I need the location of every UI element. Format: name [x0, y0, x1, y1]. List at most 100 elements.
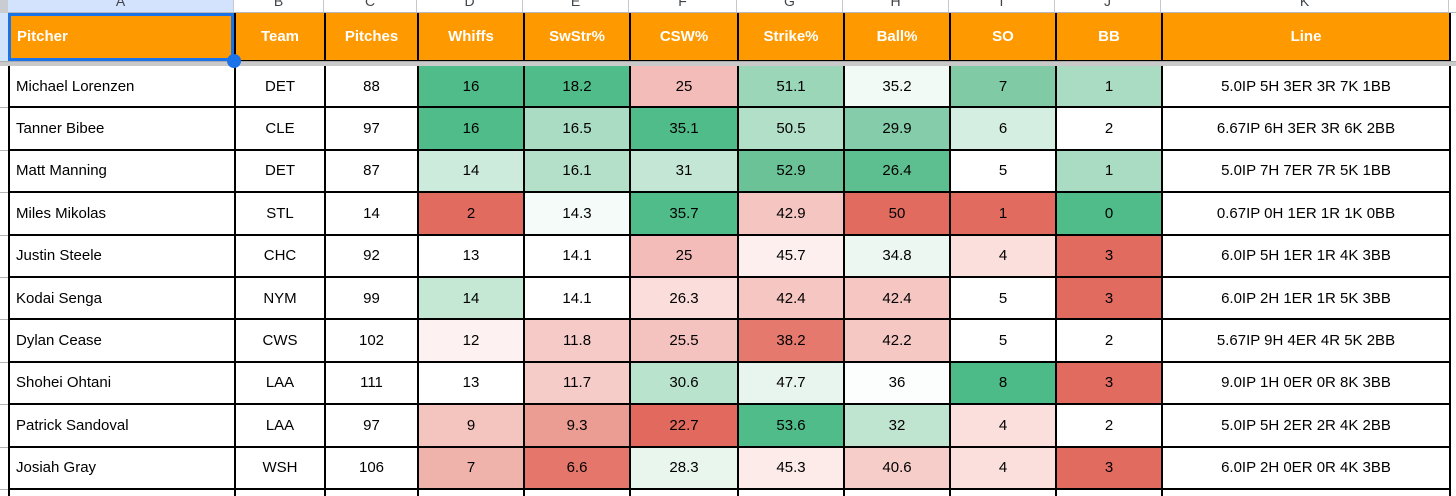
cell-team[interactable]: CWS: [236, 320, 326, 361]
cell-so[interactable]: 5: [951, 150, 1057, 192]
cell-pitcher[interactable]: Matt Manning: [10, 150, 236, 192]
cell-swstr[interactable]: 16.5: [525, 108, 631, 149]
column-header-d[interactable]: D: [417, 0, 523, 12]
cell-pitches[interactable]: 88: [326, 66, 419, 107]
cell-whiffs[interactable]: 7: [419, 447, 525, 488]
column-header-g[interactable]: G: [737, 0, 843, 12]
cell-so[interactable]: 5: [951, 277, 1057, 319]
column-header-k[interactable]: K: [1161, 0, 1449, 12]
cell-pitches[interactable]: 111: [326, 362, 419, 404]
partial-cell[interactable]: [419, 489, 525, 496]
cell-pitcher[interactable]: Kodai Senga: [10, 277, 236, 319]
cell-so[interactable]: 4: [951, 447, 1057, 488]
cell-so[interactable]: 1: [951, 193, 1057, 234]
cell-pitcher[interactable]: Tanner Bibee: [10, 108, 236, 149]
cell-swstr[interactable]: 9.3: [525, 405, 631, 446]
cell-so[interactable]: 4: [951, 235, 1057, 276]
cell-strike[interactable]: 38.2: [739, 320, 845, 361]
cell-team[interactable]: NYM: [236, 277, 326, 319]
cell-pitcher[interactable]: Miles Mikolas: [10, 193, 236, 234]
cell-bb[interactable]: 3: [1057, 235, 1163, 276]
partial-cell[interactable]: [1057, 489, 1163, 496]
cell-strike[interactable]: 45.7: [739, 235, 845, 276]
cell-ball[interactable]: 26.4: [845, 150, 951, 192]
cell-whiffs[interactable]: 16: [419, 66, 525, 107]
cell-line[interactable]: 5.0IP 5H 2ER 2R 4K 2BB: [1163, 405, 1451, 446]
row-header[interactable]: [0, 150, 8, 194]
cell-bb[interactable]: 3: [1057, 447, 1163, 488]
cell-bb[interactable]: 3: [1057, 277, 1163, 319]
cell-pitches[interactable]: 97: [326, 108, 419, 149]
cell-pitcher[interactable]: Patrick Sandoval: [10, 405, 236, 446]
header-cell-swstr[interactable]: SwStr%: [525, 13, 631, 60]
cell-ball[interactable]: 40.6: [845, 447, 951, 488]
cell-bb[interactable]: 2: [1057, 405, 1163, 446]
cell-strike[interactable]: 53.6: [739, 405, 845, 446]
row-header[interactable]: [0, 362, 8, 406]
cell-so[interactable]: 8: [951, 362, 1057, 404]
cell-swstr[interactable]: 18.2: [525, 66, 631, 107]
cell-team[interactable]: LAA: [236, 362, 326, 404]
cell-swstr[interactable]: 14.1: [525, 277, 631, 319]
cell-so[interactable]: 5: [951, 320, 1057, 361]
header-cell-csw[interactable]: CSW%: [631, 13, 739, 60]
sheet-corner[interactable]: [0, 0, 8, 13]
cell-pitches[interactable]: 102: [326, 320, 419, 361]
cell-swstr[interactable]: 14.3: [525, 193, 631, 234]
cell-team[interactable]: CHC: [236, 235, 326, 276]
cell-swstr[interactable]: 6.6: [525, 447, 631, 488]
cell-strike[interactable]: 47.7: [739, 362, 845, 404]
cell-line[interactable]: 6.0IP 5H 1ER 1R 4K 3BB: [1163, 235, 1451, 276]
cell-swstr[interactable]: 14.1: [525, 235, 631, 276]
cell-bb[interactable]: 2: [1057, 108, 1163, 149]
row-header[interactable]: [0, 320, 8, 363]
cell-whiffs[interactable]: 13: [419, 362, 525, 404]
row-header[interactable]: [0, 235, 8, 278]
column-letter-strip[interactable]: A B C D E F G H I J K: [8, 0, 1456, 13]
cell-csw[interactable]: 26.3: [631, 277, 739, 319]
header-cell-strike[interactable]: Strike%: [739, 13, 845, 60]
header-cell-ball[interactable]: Ball%: [845, 13, 951, 60]
header-cell-whiffs[interactable]: Whiffs: [419, 13, 525, 60]
column-header-e[interactable]: E: [523, 0, 629, 12]
cell-pitches[interactable]: 97: [326, 405, 419, 446]
row-header[interactable]: [0, 277, 8, 321]
column-header-c[interactable]: C: [324, 0, 417, 12]
cell-ball[interactable]: 42.4: [845, 277, 951, 319]
cell-team[interactable]: DET: [236, 66, 326, 107]
cell-strike[interactable]: 42.4: [739, 277, 845, 319]
cell-csw[interactable]: 35.7: [631, 193, 739, 234]
cell-pitches[interactable]: 99: [326, 277, 419, 319]
cell-pitcher[interactable]: Josiah Gray: [10, 447, 236, 488]
header-cell-bb[interactable]: BB: [1057, 13, 1163, 60]
row-header[interactable]: [0, 108, 8, 151]
partial-cell[interactable]: [10, 489, 236, 496]
cell-whiffs[interactable]: 14: [419, 150, 525, 192]
cell-whiffs[interactable]: 14: [419, 277, 525, 319]
cell-csw[interactable]: 25.5: [631, 320, 739, 361]
header-cell-pitcher[interactable]: Pitcher: [10, 13, 236, 60]
column-header-i[interactable]: I: [949, 0, 1055, 12]
cell-line[interactable]: 6.67IP 6H 3ER 3R 6K 2BB: [1163, 108, 1451, 149]
cell-bb[interactable]: 0: [1057, 193, 1163, 234]
cell-so[interactable]: 4: [951, 405, 1057, 446]
cell-csw[interactable]: 31: [631, 150, 739, 192]
cell-strike[interactable]: 42.9: [739, 193, 845, 234]
row-header[interactable]: [0, 447, 8, 490]
column-header-j[interactable]: J: [1055, 0, 1161, 12]
cell-strike[interactable]: 52.9: [739, 150, 845, 192]
cell-so[interactable]: 6: [951, 108, 1057, 149]
header-cell-team[interactable]: Team: [236, 13, 326, 60]
partial-cell[interactable]: [236, 489, 326, 496]
cell-csw[interactable]: 28.3: [631, 447, 739, 488]
cell-whiffs[interactable]: 13: [419, 235, 525, 276]
cell-csw[interactable]: 30.6: [631, 362, 739, 404]
cell-ball[interactable]: 32: [845, 405, 951, 446]
row-header[interactable]: [0, 405, 8, 448]
cell-pitches[interactable]: 106: [326, 447, 419, 488]
column-header-b[interactable]: B: [234, 0, 324, 12]
cell-whiffs[interactable]: 2: [419, 193, 525, 234]
cell-so[interactable]: 7: [951, 66, 1057, 107]
cell-team[interactable]: WSH: [236, 447, 326, 488]
cell-ball[interactable]: 29.9: [845, 108, 951, 149]
